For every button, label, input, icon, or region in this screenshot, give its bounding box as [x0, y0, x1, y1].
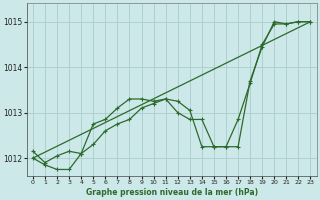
X-axis label: Graphe pression niveau de la mer (hPa): Graphe pression niveau de la mer (hPa) — [86, 188, 258, 197]
